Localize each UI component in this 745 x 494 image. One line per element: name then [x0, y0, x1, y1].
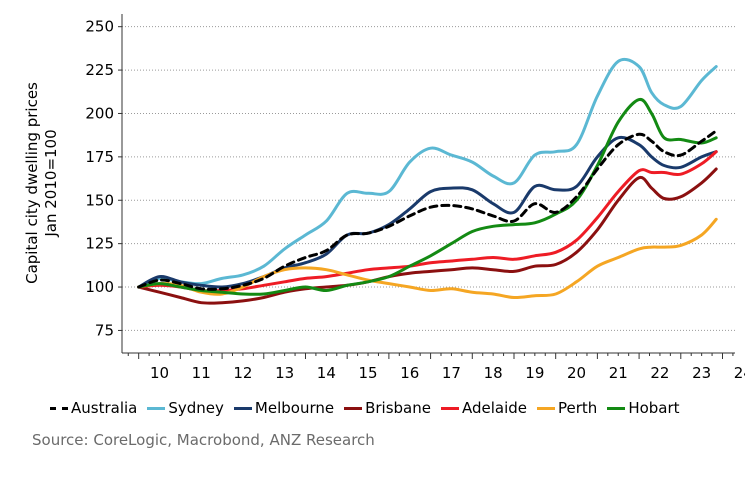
- x-tick-label: 18: [484, 364, 503, 382]
- legend-label: Sydney: [168, 399, 224, 417]
- y-tick-label: 175: [85, 148, 114, 166]
- tick-labels: 75 100 125 150 175 200 225 250 10 11 12 13 14 15 16 17 1…: [85, 18, 745, 382]
- y-tick-label: 200: [85, 104, 114, 122]
- y-tick-label: 100: [85, 278, 114, 296]
- legend-label: Brisbane: [365, 399, 431, 417]
- legend-swatch: [147, 406, 166, 410]
- x-tick-label: 23: [692, 364, 711, 382]
- series-line-australia: [137, 129, 718, 291]
- legend-item-brisbane: Brisbane: [344, 399, 431, 417]
- legend-swatch: [537, 406, 556, 410]
- series-line-sydney: [137, 57, 718, 289]
- chart-legend: Australia Sydney Melbourne Brisbane Adelaide…: [50, 397, 740, 419]
- x-tick-label: 24: [734, 364, 745, 382]
- x-tick-label: 12: [233, 364, 252, 382]
- x-tick-label: 10: [150, 364, 169, 382]
- legend-item-sydney: Sydney: [147, 399, 224, 417]
- line-chart: 75 100 125 150 175 200 225 250 10 11 12 13 14 15 16 17 1…: [23, 14, 745, 382]
- legend-swatch: [607, 406, 626, 410]
- series-line-perth: [137, 217, 718, 300]
- y-tick-label: 150: [85, 191, 114, 209]
- axes: [118, 14, 735, 359]
- y-tick-label: 225: [85, 61, 114, 79]
- x-tick-label: 19: [525, 364, 544, 382]
- series-lines: [137, 57, 718, 305]
- x-tick-label: 16: [400, 364, 419, 382]
- x-tick-label: 22: [650, 364, 669, 382]
- y-tick-label: 250: [85, 18, 114, 36]
- legend-label: Perth: [558, 399, 598, 417]
- series-line-adelaide: [137, 150, 718, 293]
- x-tick-label: 11: [192, 364, 211, 382]
- legend-item-perth: Perth: [537, 399, 597, 417]
- series-line-hobart: [137, 98, 718, 296]
- y-tick-label: 125: [85, 235, 114, 253]
- legend-item-melbourne: Melbourne: [233, 399, 335, 417]
- y-tick-label: 75: [95, 321, 114, 339]
- y-axis-sublabel: Jan 2010=100: [42, 129, 60, 237]
- series-line-brisbane: [137, 167, 718, 305]
- legend-item-adelaide: Adelaide: [440, 399, 528, 417]
- legend-label: Australia: [71, 399, 138, 417]
- y-axis-label: Capital city dwelling prices: [23, 82, 41, 284]
- series-line-melbourne: [137, 135, 718, 289]
- legend-swatch: [233, 406, 252, 410]
- legend-label: Adelaide: [461, 399, 528, 417]
- legend-swatch: [344, 406, 363, 410]
- x-tick-label: 20: [567, 364, 586, 382]
- source-note: Source: CoreLogic, Macrobond, ANZ Resear…: [32, 431, 375, 449]
- legend-swatch: [50, 406, 68, 410]
- x-tick-label: 17: [442, 364, 461, 382]
- legend-item-australia: Australia: [50, 399, 137, 417]
- legend-item-hobart: Hobart: [607, 399, 680, 417]
- legend-label: Hobart: [628, 399, 680, 417]
- legend-swatch: [440, 406, 459, 410]
- legend-label: Melbourne: [254, 399, 335, 417]
- x-tick-label: 21: [609, 364, 628, 382]
- x-tick-label: 15: [358, 364, 377, 382]
- x-tick-label: 14: [317, 364, 336, 382]
- x-tick-label: 13: [275, 364, 294, 382]
